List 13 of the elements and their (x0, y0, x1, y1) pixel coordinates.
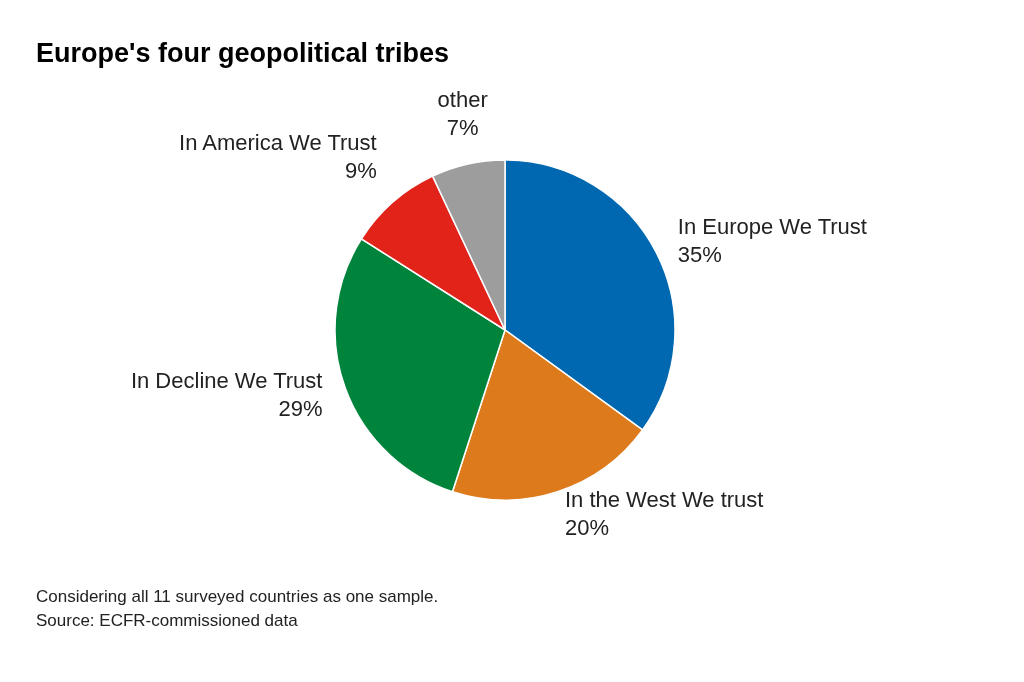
text: Considering all 11 surveyed countries as one sample. (36, 587, 439, 606)
slice-label: In Decline We Trust (130, 367, 323, 393)
source-note: Source: ECFR-commissioned data (36, 611, 299, 630)
data-label: 9% (344, 158, 377, 184)
slice-label: In the West We trust (564, 486, 764, 512)
data-label: 7% (446, 114, 479, 140)
chart-title: Europe's four geopolitical tribes (36, 38, 449, 68)
slice-label: In Europe We Trust (677, 213, 867, 239)
data-label: 20% (564, 514, 609, 540)
slice-label: other (437, 86, 488, 112)
data-label: 29% (278, 395, 323, 421)
data-label: 35% (677, 241, 722, 267)
slice-label: In America We Trust (179, 130, 377, 156)
